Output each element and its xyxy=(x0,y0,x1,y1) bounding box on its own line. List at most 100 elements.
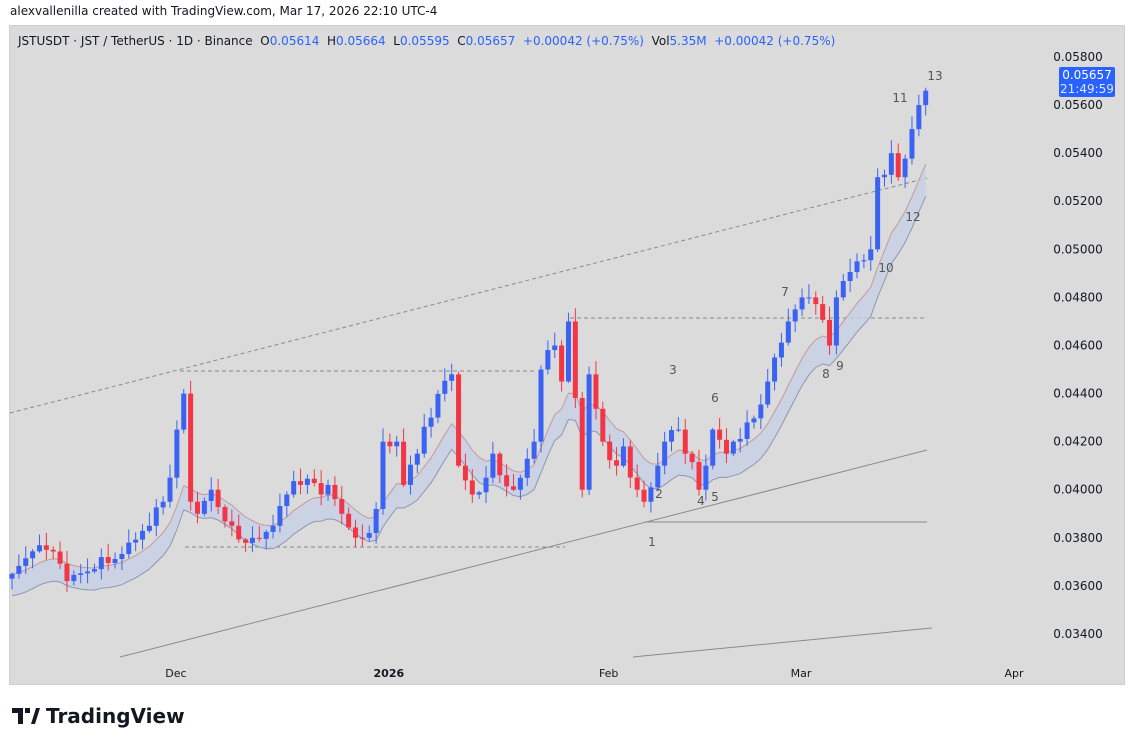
candle xyxy=(524,448,530,486)
candle xyxy=(36,534,42,553)
price-axis[interactable]: 0.05800 0.05600 0.05400 0.05200 0.05000 0.048… xyxy=(1053,50,1103,641)
candle xyxy=(112,552,118,569)
candle-body xyxy=(387,441,393,447)
candle xyxy=(751,415,757,429)
candle xyxy=(263,529,269,550)
candle xyxy=(339,485,345,525)
price-tick-label: 0.05000 xyxy=(1053,242,1103,256)
candle xyxy=(538,365,544,453)
candle-body xyxy=(16,565,22,574)
candle-body xyxy=(339,499,345,514)
band-lower-line xyxy=(11,196,927,597)
candle-body xyxy=(565,321,571,382)
candle xyxy=(607,434,613,469)
candle xyxy=(792,304,798,333)
candle-body xyxy=(160,501,166,508)
candle-body xyxy=(758,404,764,419)
tradingview-logo[interactable]: TradingView xyxy=(12,704,185,728)
candle xyxy=(64,550,70,592)
candle xyxy=(881,169,887,187)
wave-label[interactable]: 2 xyxy=(655,487,663,501)
candle xyxy=(229,509,235,537)
high-label: H xyxy=(327,34,337,48)
moving-average-line xyxy=(11,163,927,575)
wave-label[interactable]: 8 xyxy=(822,367,830,381)
candle-body xyxy=(421,426,427,454)
price-tick-label: 0.03600 xyxy=(1053,579,1103,593)
wave-label[interactable]: 11 xyxy=(892,91,907,105)
candle xyxy=(669,426,675,452)
candle-body xyxy=(861,260,867,262)
candle-body xyxy=(847,272,853,282)
candle-body xyxy=(669,430,675,442)
candle-body xyxy=(559,345,565,382)
candle-body xyxy=(36,545,42,552)
wave-label[interactable]: 4 xyxy=(697,494,705,508)
wave-label[interactable]: 6 xyxy=(711,391,719,405)
candle-body xyxy=(682,429,688,454)
candle xyxy=(641,480,647,508)
candle xyxy=(243,538,249,552)
candle-body xyxy=(332,484,338,500)
symbol-title[interactable]: JSTUSDT · JST / TetherUS · 1D · Binance xyxy=(18,34,253,48)
candle xyxy=(772,353,778,391)
candle-body xyxy=(78,573,84,575)
candle xyxy=(703,454,709,501)
candle-body xyxy=(140,530,146,540)
wave-label[interactable]: 10 xyxy=(878,261,893,275)
candle-body xyxy=(229,521,235,526)
candle-body xyxy=(57,551,63,564)
candle xyxy=(442,368,448,402)
lower-trendline[interactable] xyxy=(119,449,928,658)
wave-label[interactable]: 9 xyxy=(836,359,844,373)
wave-label[interactable]: 5 xyxy=(711,490,719,504)
candle xyxy=(799,288,805,316)
candle xyxy=(517,474,523,500)
candle-body xyxy=(373,508,379,533)
candle xyxy=(85,558,91,584)
candle xyxy=(614,447,620,476)
candle-body xyxy=(517,477,523,490)
candle-body xyxy=(284,494,290,507)
wave-label[interactable]: 7 xyxy=(781,285,789,299)
candle-body xyxy=(174,429,180,478)
candle xyxy=(696,449,702,496)
candle xyxy=(407,455,413,495)
candle xyxy=(188,380,194,511)
candle xyxy=(675,417,681,433)
candle xyxy=(593,361,599,420)
candle xyxy=(737,427,743,453)
candle xyxy=(572,308,578,409)
candle xyxy=(146,512,152,534)
candle-body xyxy=(456,374,462,466)
low-value: 0.05595 xyxy=(399,34,450,48)
candle-body xyxy=(648,487,654,502)
bottom-trendline[interactable] xyxy=(632,627,933,658)
candle-body xyxy=(490,453,496,478)
candle-body xyxy=(751,418,757,423)
candle xyxy=(655,452,661,492)
candle xyxy=(270,514,276,539)
candle-body xyxy=(64,563,70,582)
candle-body xyxy=(662,441,668,466)
candle-body xyxy=(579,397,585,490)
time-tick-label: Dec xyxy=(165,667,186,680)
time-axis[interactable]: Dec 2026 Feb Mar Apr xyxy=(165,667,1024,680)
candle xyxy=(662,431,668,475)
candle xyxy=(43,532,49,560)
wave-label[interactable]: 12 xyxy=(905,210,920,224)
high-value: 0.05664 xyxy=(336,34,386,48)
candle-body xyxy=(222,507,228,522)
candle-body xyxy=(263,531,269,539)
wave-label[interactable]: 3 xyxy=(669,363,677,377)
candle xyxy=(765,368,771,408)
candle xyxy=(497,451,503,484)
candle-body xyxy=(854,261,860,273)
wave-label[interactable]: 1 xyxy=(648,535,656,549)
price-tick-label: 0.04800 xyxy=(1053,290,1103,304)
candle-body xyxy=(291,481,297,495)
candle xyxy=(682,419,688,465)
wave-label[interactable]: 13 xyxy=(927,69,942,83)
upper-trendline[interactable] xyxy=(9,177,928,414)
